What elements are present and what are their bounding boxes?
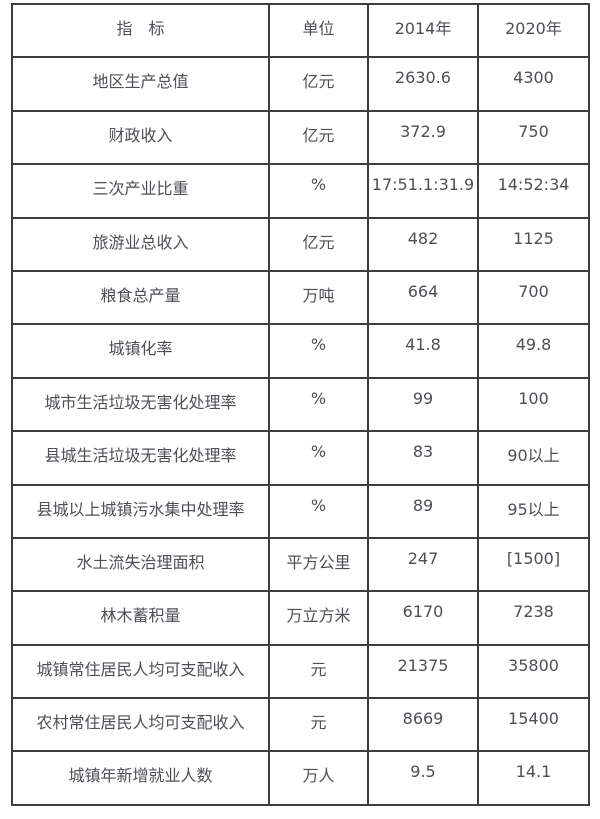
value-2020-cell: [1500] [477,536,590,593]
table-header: 指 标 单位 2014年 2020年 [11,2,590,59]
unit-cell: 平方公里 [268,536,369,593]
value-2014-cell: 8669 [367,697,479,753]
value-2020-cell: 14.1 [477,750,590,806]
value-2014-cell: 83 [367,430,479,486]
indicator-cell: 县城以上城镇污水集中处理率 [11,483,270,539]
value-2014-cell: 6170 [367,590,479,646]
value-2014-cell: 99 [367,376,479,433]
unit-cell: 万人 [268,750,369,806]
indicator-cell: 水土流失治理面积 [11,536,270,593]
value-2020-cell: 90以上 [477,430,590,486]
value-2020-cell: 100 [477,376,590,433]
indicator-cell: 城镇年新增就业人数 [11,750,270,806]
value-2020-cell: 15400 [477,697,590,753]
table-row: 县城以上城镇污水集中处理率% 89 95以上 [11,483,590,539]
table-body: 地区生产总值 亿元 2630.6 4300 财政收入 亿元 372.9 750 三次产业比重% 1… [11,56,590,806]
table-row: 财政收入 亿元 372.9 750 [11,109,590,166]
value-2014-cell: 664 [367,269,479,326]
value-2014-cell: 247 [367,536,479,593]
unit-cell: 亿元 [268,56,369,112]
indicators-table: 指 标 单位 2014年 2020年 地区生产总值 亿元 2630.6 4300 财政收… [11,2,590,806]
value-2020-cell: 95以上 [477,483,590,539]
unit-cell: % [268,163,369,219]
header-unit: 单位 [268,2,369,59]
value-2014-cell: 482 [367,216,479,272]
unit-cell: % [268,376,369,433]
indicator-cell: 农村常住居民人均可支配收入 [11,697,270,753]
unit-cell: % [268,483,369,539]
table-row: 城镇化率% 41.8 49.8 [11,323,590,379]
value-2020-cell: 49.8 [477,323,590,379]
unit-cell: 万吨 [268,269,369,326]
indicator-cell: 粮食总产量 [11,269,270,326]
indicator-cell: 旅游业总收入 [11,216,270,272]
header-indicator: 指 标 [11,2,270,59]
value-2020-cell: 7238 [477,590,590,646]
indicator-cell: 地区生产总值 [11,56,270,112]
unit-cell: % [268,323,369,379]
unit-cell: 元 [268,697,369,753]
indicator-cell: 财政收入 [11,109,270,166]
value-2014-cell: 9.5 [367,750,479,806]
table-row: 城镇年新增就业人数 万人 9.5 14.1 [11,750,590,806]
value-2020-cell: 4300 [477,56,590,112]
header-2014: 2014年 [367,2,479,59]
value-2020-cell: 35800 [477,643,590,700]
indicator-cell: 城镇常住居民人均可支配收入 [11,643,270,700]
unit-cell: 亿元 [268,109,369,166]
table-row: 林木蓄积量 万立方米 6170 7238 [11,590,590,646]
value-2020-cell: 14:52:34 [477,163,590,219]
indicator-cell: 三次产业比重 [11,163,270,219]
header-row: 指 标 单位 2014年 2020年 [11,2,590,59]
table-row: 粮食总产量 万吨 664 700 [11,269,590,326]
value-2014-cell: 372.9 [367,109,479,166]
indicator-cell: 林木蓄积量 [11,590,270,646]
table-row: 地区生产总值 亿元 2630.6 4300 [11,56,590,112]
unit-cell: % [268,430,369,486]
value-2014-cell: 17:51.1:31.9 [367,163,479,219]
indicator-cell: 县城生活垃圾无害化处理率 [11,430,270,486]
table-row: 城镇常住居民人均可支配收入元 21375 35800 [11,643,590,700]
value-2014-cell: 41.8 [367,323,479,379]
value-2020-cell: 750 [477,109,590,166]
table-row: 水土流失治理面积 平方公里 247 [1500] [11,536,590,593]
value-2020-cell: 700 [477,269,590,326]
value-2014-cell: 2630.6 [367,56,479,112]
indicator-cell: 城镇化率 [11,323,270,379]
unit-cell: 万立方米 [268,590,369,646]
table-row: 农村常住居民人均可支配收入元 8669 15400 [11,697,590,753]
table-row: 城市生活垃圾无害化处理率% 99 100 [11,376,590,433]
table-row: 三次产业比重% 17:51.1:31.9 14:52:34 [11,163,590,219]
value-2014-cell: 89 [367,483,479,539]
table-row: 旅游业总收入 亿元 482 1125 [11,216,590,272]
unit-cell: 元 [268,643,369,700]
unit-cell: 亿元 [268,216,369,272]
value-2014-cell: 21375 [367,643,479,700]
table-row: 县城生活垃圾无害化处理率% 83 90以上 [11,430,590,486]
value-2020-cell: 1125 [477,216,590,272]
indicator-cell: 城市生活垃圾无害化处理率 [11,376,270,433]
header-2020: 2020年 [477,2,590,59]
